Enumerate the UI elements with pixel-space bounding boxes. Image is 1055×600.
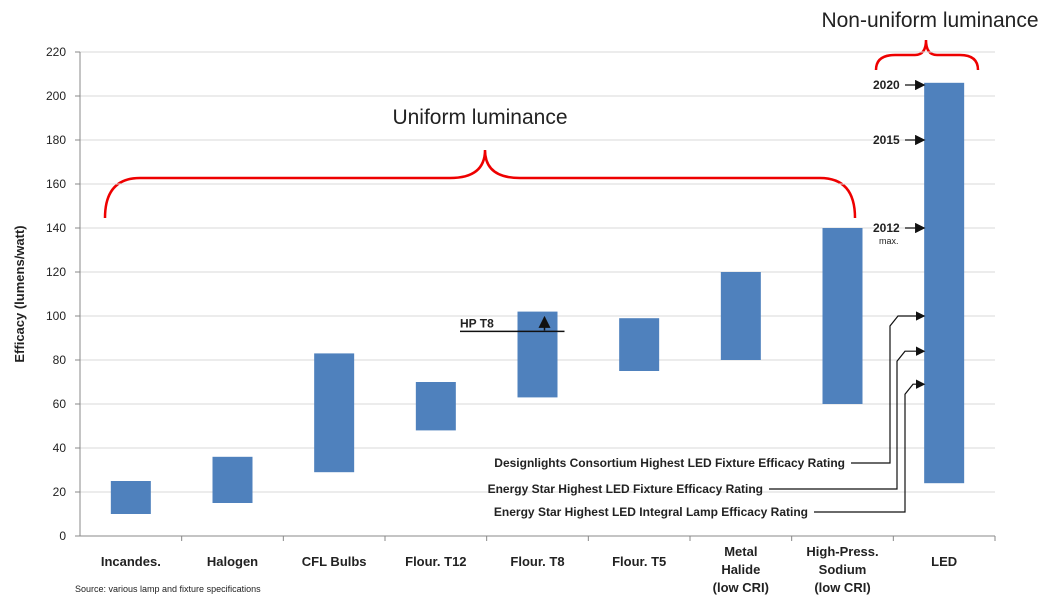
y-tick-label: 0 (59, 529, 66, 543)
x-tick-label-line: Metal (724, 544, 757, 559)
bar (517, 311, 558, 398)
year-label: 2012 (873, 221, 900, 235)
x-tick-label: Flour. T5 (612, 554, 666, 569)
x-tick-label-line: Flour. T12 (405, 554, 466, 569)
x-tick-label-line: Incandes. (101, 554, 161, 569)
x-tick-label: Flour. T8 (510, 554, 564, 569)
rating-label: Designlights Consortium Highest LED Fixt… (494, 456, 845, 470)
x-tick-label: CFL Bulbs (302, 554, 367, 569)
y-tick-label: 40 (53, 441, 67, 455)
rating-label: Energy Star Highest LED Integral Lamp Ef… (494, 505, 808, 519)
hp-t8-label: HP T8 (460, 316, 494, 330)
x-tick-label-line: LED (931, 554, 957, 569)
bar (314, 353, 355, 473)
bar (720, 272, 761, 360)
x-tick-label: Metal Halide (low CRI) (713, 544, 769, 595)
x-tick-label-line: Flour. T8 (510, 554, 564, 569)
y-tick-label: 220 (46, 45, 66, 59)
x-tick-label-line: Sodium (819, 562, 867, 577)
x-tick-label: High-Press. Sodium (low CRI) (806, 544, 878, 595)
y-tick-label: 80 (53, 353, 67, 367)
x-tick-label: Flour. T12 (405, 554, 466, 569)
x-tick-label-line: CFL Bulbs (302, 554, 367, 569)
rating-arrow (769, 346, 926, 490)
x-tick-label-line: Halogen (207, 554, 258, 569)
y-tick-label: 100 (46, 309, 66, 323)
non-uniform-label: Non-uniform luminance (821, 9, 1038, 32)
bar (619, 318, 660, 371)
non-uniform-brace (874, 39, 980, 71)
x-tick-label-line: (low CRI) (713, 580, 769, 595)
bar (110, 481, 151, 514)
x-tick-label-line: Halide (721, 562, 760, 577)
x-tick-label-line: (low CRI) (814, 580, 870, 595)
year-label: 2015 (873, 133, 900, 147)
y-tick-label: 200 (46, 89, 66, 103)
x-tick-label: LED (931, 554, 957, 569)
y-tick-label: 160 (46, 177, 66, 191)
bar (924, 82, 965, 484)
rating-label: Energy Star Highest LED Fixture Efficacy… (488, 482, 763, 496)
x-tick-label-line: High-Press. (806, 544, 878, 559)
uniform-label: Uniform luminance (392, 106, 567, 129)
rating-arrow (851, 311, 926, 464)
y-axis-label: Efficacy (lumens/watt) (12, 225, 27, 362)
bar (212, 456, 253, 503)
year-label: 2020 (873, 78, 900, 92)
y-tick-label: 120 (46, 265, 66, 279)
source: Source: various lamp and fixture specifi… (75, 584, 261, 594)
bar (822, 228, 863, 404)
x-tick-label: Halogen (207, 554, 258, 569)
year-note: max. (879, 236, 899, 246)
y-tick-label: 140 (46, 221, 66, 235)
y-tick-label: 180 (46, 133, 66, 147)
y-tick-label: 20 (53, 485, 67, 499)
y-tick-label: 60 (53, 397, 67, 411)
x-tick-label: Incandes. (101, 554, 161, 569)
x-tick-label-line: Flour. T5 (612, 554, 666, 569)
uniform-brace (103, 149, 857, 219)
rating-arrow (814, 379, 926, 513)
bar (415, 382, 456, 431)
